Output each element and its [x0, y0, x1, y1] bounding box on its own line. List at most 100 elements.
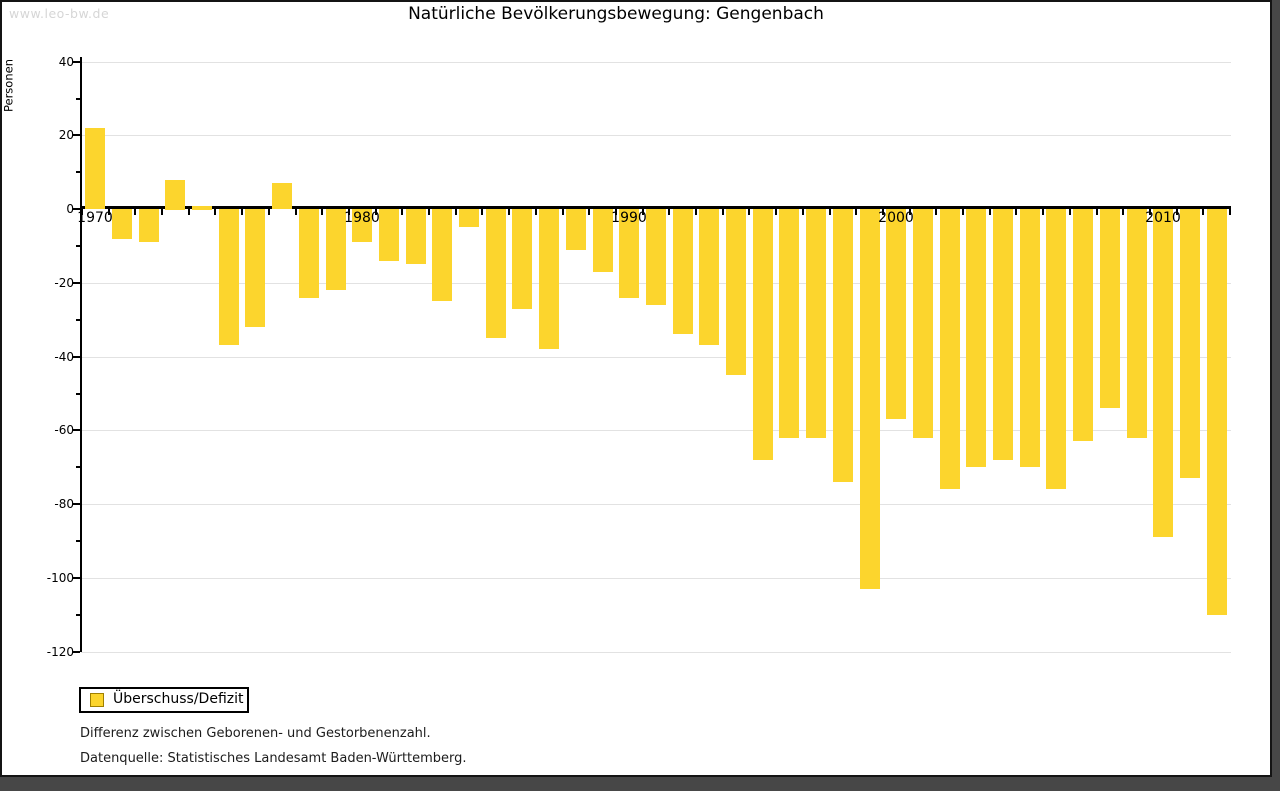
- gridline: [81, 135, 1231, 136]
- bar: [139, 209, 159, 242]
- gridline: [81, 578, 1231, 579]
- x-tick: [802, 209, 804, 215]
- x-tick-label: 2000: [878, 210, 914, 226]
- bar: [165, 180, 185, 210]
- bar: [966, 209, 986, 467]
- bar: [406, 209, 426, 264]
- bar: [85, 128, 105, 209]
- y-tick-major: [73, 356, 80, 358]
- x-tick: [1202, 209, 1204, 215]
- x-tick: [375, 209, 377, 215]
- x-tick: [642, 209, 644, 215]
- bar: [566, 209, 586, 250]
- bar: [539, 209, 559, 349]
- y-tick-label: -80: [54, 497, 74, 511]
- bar: [940, 209, 960, 489]
- x-tick: [1149, 209, 1151, 215]
- x-tick: [108, 209, 110, 215]
- bar: [459, 209, 479, 227]
- y-tick-label: -40: [54, 350, 74, 364]
- x-tick: [508, 209, 510, 215]
- y-tick-major: [73, 577, 80, 579]
- bar: [1207, 209, 1227, 615]
- x-tick: [295, 209, 297, 215]
- bar: [860, 209, 880, 589]
- x-tick: [668, 209, 670, 215]
- bar: [486, 209, 506, 338]
- x-tick: [321, 209, 323, 215]
- footnote-method: Differenz zwischen Geborenen- und Gestor…: [80, 726, 431, 741]
- bar: [299, 209, 319, 298]
- legend-label: Überschuss/Defizit: [113, 691, 244, 707]
- x-tick: [1122, 209, 1124, 215]
- bar: [886, 209, 906, 419]
- y-tick-label: -100: [46, 571, 74, 585]
- y-tick-major: [73, 651, 80, 653]
- x-tick: [855, 209, 857, 215]
- x-tick: [588, 209, 590, 215]
- bar: [245, 209, 265, 327]
- y-tick-label: -60: [54, 423, 74, 437]
- x-tick-label: 1970: [77, 210, 113, 226]
- x-tick-label: 2010: [1145, 210, 1181, 226]
- bar: [1100, 209, 1120, 408]
- x-tick: [81, 209, 83, 215]
- bar: [1046, 209, 1066, 489]
- y-tick-minor: [76, 171, 80, 173]
- y-tick-major: [73, 282, 80, 284]
- bar: [673, 209, 693, 334]
- x-tick: [1015, 209, 1017, 215]
- chart-title: Natürliche Bevölkerungsbewegung: Gengenb…: [408, 4, 824, 24]
- bar: [833, 209, 853, 482]
- bar: [1073, 209, 1093, 441]
- x-tick: [268, 209, 270, 215]
- x-tick: [161, 209, 163, 215]
- bar: [379, 209, 399, 261]
- y-tick-label: 20: [58, 128, 74, 142]
- y-tick-label: -120: [46, 645, 74, 659]
- x-tick: [615, 209, 617, 215]
- bar: [726, 209, 746, 375]
- bar: [993, 209, 1013, 460]
- x-tick: [829, 209, 831, 215]
- x-tick: [214, 209, 216, 215]
- bar: [1020, 209, 1040, 467]
- y-tick-label: 0: [66, 202, 74, 216]
- y-tick-minor: [76, 98, 80, 100]
- x-tick: [1042, 209, 1044, 215]
- y-tick-minor: [76, 466, 80, 468]
- y-tick-minor: [76, 540, 80, 542]
- bar: [192, 206, 212, 210]
- x-tick: [481, 209, 483, 215]
- y-tick-minor: [76, 245, 80, 247]
- bar: [753, 209, 773, 460]
- legend-box: Überschuss/Defizit: [79, 687, 249, 713]
- x-tick: [1176, 209, 1178, 215]
- x-tick: [748, 209, 750, 215]
- y-tick-major: [73, 429, 80, 431]
- x-tick: [1069, 209, 1071, 215]
- bar: [913, 209, 933, 438]
- y-tick-major: [73, 503, 80, 505]
- x-tick: [348, 209, 350, 215]
- bar: [326, 209, 346, 290]
- y-tick-minor: [76, 319, 80, 321]
- gridline: [81, 430, 1231, 431]
- x-tick: [455, 209, 457, 215]
- x-tick: [989, 209, 991, 215]
- x-tick: [1229, 209, 1231, 215]
- bar: [1180, 209, 1200, 478]
- bar: [272, 183, 292, 209]
- x-tick: [134, 209, 136, 215]
- x-tick: [1096, 209, 1098, 215]
- y-tick-minor: [76, 614, 80, 616]
- y-tick-label: -20: [54, 276, 74, 290]
- bar: [219, 209, 239, 345]
- y-tick-major: [73, 208, 80, 210]
- x-tick: [962, 209, 964, 215]
- bar: [112, 209, 132, 239]
- bar: [1153, 209, 1173, 537]
